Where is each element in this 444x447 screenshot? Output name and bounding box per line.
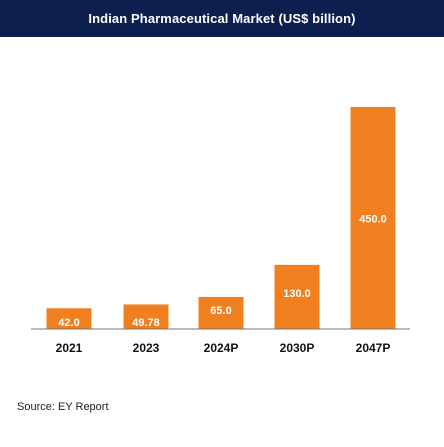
data-label-2023: 49.78	[132, 317, 160, 329]
chart-title-bar: Indian Pharmaceutical Market (US$ billio…	[0, 0, 444, 37]
bar-2030P	[274, 264, 320, 329]
bar-2047P	[350, 107, 396, 329]
data-label-2047P: 450.0	[359, 213, 387, 225]
data-label-2030P: 130.0	[283, 288, 311, 300]
data-label-2024P: 65.0	[210, 305, 231, 317]
chart-title: Indian Pharmaceutical Market (US$ billio…	[88, 11, 356, 26]
data-label-2021: 42.0	[58, 317, 79, 329]
bar-2023	[123, 304, 169, 329]
bar-2024P	[198, 296, 244, 329]
bar-chart: 42.0 49.78 65.0 130.0 450.0 2021 2023 2024P 203…	[31, 107, 410, 355]
source-note: Source: EY Report	[17, 401, 109, 413]
tick-label-2047P: 2047P	[356, 341, 391, 355]
tick-label-2023: 2023	[133, 341, 160, 355]
tick-label-2021: 2021	[56, 341, 83, 355]
bar-2021	[46, 308, 92, 329]
tick-label-2024P: 2024P	[204, 341, 239, 355]
tick-label-2030P: 2030P	[280, 341, 315, 355]
